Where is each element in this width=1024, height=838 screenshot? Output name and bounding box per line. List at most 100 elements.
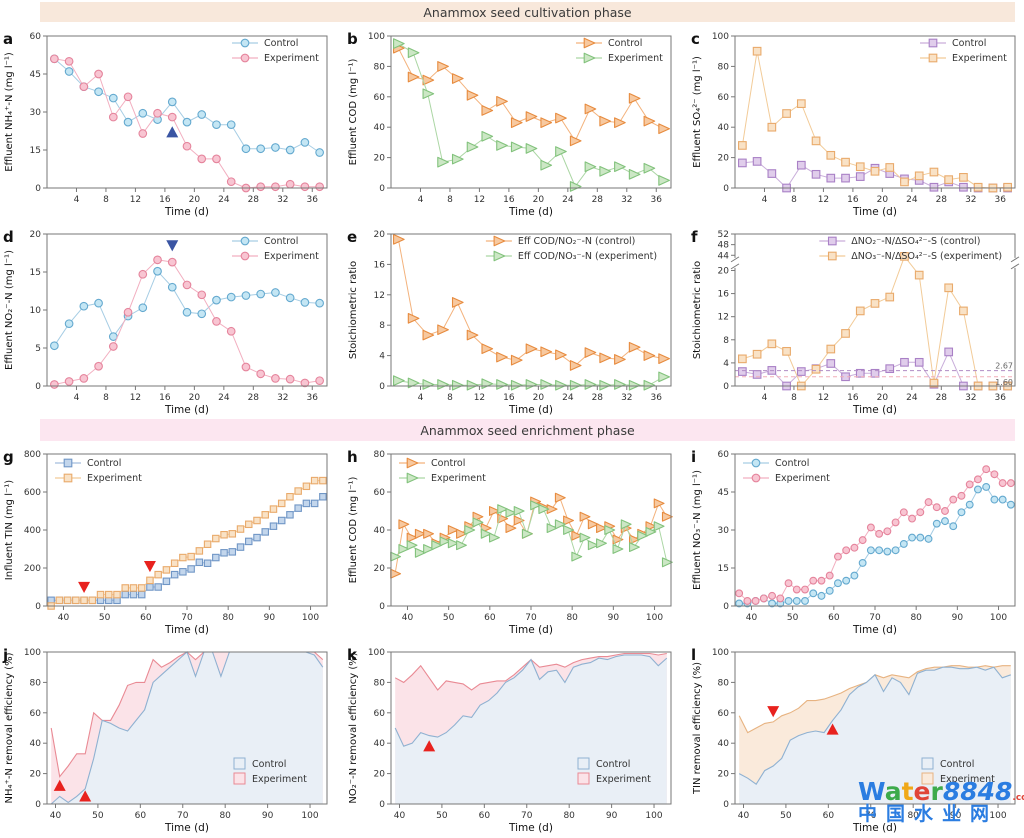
svg-text:60: 60 <box>823 811 835 821</box>
panel-c: c 4 8 12 16 20 24 28 32 36 0 20 40 60 80 100 Time (d) Eff… <box>689 28 1024 220</box>
svg-text:1.60: 1.60 <box>995 378 1013 387</box>
chart-g: g 40 50 60 70 80 90 100 0 200 400 600 800 Time (d) Inf… <box>3 448 328 636</box>
svg-text:Control: Control <box>87 458 121 469</box>
panel-g: g 40 50 60 70 80 90 100 0 200 400 600 800 Time (d) Inf… <box>1 446 337 638</box>
svg-text:100: 100 <box>990 613 1007 623</box>
svg-text:36: 36 <box>307 393 319 403</box>
phase-banner-enrichment-label: Anammox seed enrichment phase <box>420 422 635 438</box>
svg-text:0: 0 <box>723 382 729 392</box>
svg-text:8: 8 <box>103 393 109 403</box>
phase-banner-enrichment: Anammox seed enrichment phase <box>40 419 1015 441</box>
svg-text:8: 8 <box>791 393 797 403</box>
svg-text:60: 60 <box>140 613 152 623</box>
svg-text:12: 12 <box>130 195 141 205</box>
svg-text:Experiment: Experiment <box>596 774 651 785</box>
svg-text:Eff COD/NO₃⁻-N (experiment): Eff COD/NO₃⁻-N (experiment) <box>518 251 657 262</box>
svg-text:50: 50 <box>787 613 799 623</box>
svg-text:c: c <box>691 30 700 48</box>
svg-text:60: 60 <box>30 32 42 42</box>
svg-text:50: 50 <box>436 811 448 821</box>
svg-text:0: 0 <box>379 382 385 392</box>
svg-text:24: 24 <box>562 195 574 205</box>
svg-text:20: 20 <box>877 393 889 403</box>
svg-text:100: 100 <box>712 648 729 658</box>
svg-text:Control: Control <box>775 458 809 469</box>
svg-text:60: 60 <box>374 93 386 103</box>
svg-text:32: 32 <box>621 195 632 205</box>
svg-text:36: 36 <box>995 393 1007 403</box>
svg-text:45: 45 <box>30 70 41 80</box>
svg-text:80: 80 <box>374 450 386 460</box>
svg-text:100: 100 <box>368 648 385 658</box>
svg-text:0: 0 <box>379 184 385 194</box>
svg-text:0: 0 <box>723 602 729 612</box>
svg-text:Time (d): Time (d) <box>508 206 553 218</box>
svg-text:4: 4 <box>723 359 729 369</box>
svg-text:Eff COD/NO₂⁻-N (control): Eff COD/NO₂⁻-N (control) <box>518 236 636 247</box>
svg-text:80: 80 <box>222 613 234 623</box>
svg-text:24: 24 <box>906 393 918 403</box>
panel-e: e 4 8 12 16 20 24 28 32 36 0 4 8 12 16 20 Time (d) Stoich… <box>345 226 681 418</box>
svg-text:16: 16 <box>503 393 515 403</box>
svg-text:90: 90 <box>264 613 276 623</box>
svg-text:60: 60 <box>30 709 42 719</box>
svg-text:40: 40 <box>374 526 386 536</box>
svg-text:60: 60 <box>479 811 491 821</box>
svg-text:100: 100 <box>368 32 385 42</box>
svg-text:32: 32 <box>277 393 288 403</box>
svg-text:12: 12 <box>818 393 829 403</box>
svg-text:24: 24 <box>218 393 230 403</box>
svg-text:50: 50 <box>780 811 792 821</box>
svg-text:20: 20 <box>533 195 545 205</box>
svg-text:16: 16 <box>847 195 859 205</box>
svg-text:32: 32 <box>965 195 976 205</box>
panel-h: h 40 50 60 70 80 90 100 0 20 40 60 80 Time (d) Effluen… <box>345 446 681 638</box>
svg-text:0: 0 <box>35 382 41 392</box>
svg-text:40: 40 <box>50 811 62 821</box>
chart-row-4: j 40 50 60 70 80 90 100 0 20 40 60 80 100 Time (d) NH₄⁺… <box>1 644 1024 836</box>
svg-text:80: 80 <box>718 678 730 688</box>
svg-text:90: 90 <box>606 811 618 821</box>
svg-text:8: 8 <box>791 195 797 205</box>
svg-text:Time (d): Time (d) <box>852 624 897 636</box>
svg-text:20: 20 <box>374 564 386 574</box>
svg-text:2.67: 2.67 <box>995 362 1013 371</box>
svg-text:32: 32 <box>621 393 632 403</box>
chart-b: b 4 8 12 16 20 24 28 32 36 0 20 40 60 80 100 Time (d) Eff… <box>347 30 672 218</box>
svg-text:200: 200 <box>24 564 41 574</box>
svg-text:28: 28 <box>248 195 260 205</box>
phase-banner-cultivation-label: Anammox seed cultivation phase <box>423 4 632 20</box>
svg-text:l: l <box>691 646 696 664</box>
svg-text:600: 600 <box>24 488 41 498</box>
svg-text:4: 4 <box>762 195 768 205</box>
svg-text:Time (d): Time (d) <box>164 206 209 218</box>
svg-text:20: 20 <box>30 230 42 240</box>
svg-text:5: 5 <box>35 344 41 354</box>
chart-a: a 4 8 12 16 20 24 28 32 36 0 15 30 45 60 Time (d) Efflue… <box>3 30 328 218</box>
svg-text:36: 36 <box>651 195 663 205</box>
svg-text:Time (d): Time (d) <box>508 822 553 834</box>
svg-text:Effluent COD (mg l⁻¹): Effluent COD (mg l⁻¹) <box>348 59 359 166</box>
svg-text:0: 0 <box>723 800 729 810</box>
svg-text:16: 16 <box>847 393 859 403</box>
svg-text:70: 70 <box>525 613 537 623</box>
svg-text:60: 60 <box>374 709 386 719</box>
svg-text:h: h <box>347 448 358 466</box>
svg-text:Effluent COD (mg l⁻¹): Effluent COD (mg l⁻¹) <box>348 477 359 584</box>
svg-text:60: 60 <box>718 709 730 719</box>
svg-text:8: 8 <box>447 393 453 403</box>
svg-text:Experiment: Experiment <box>87 473 142 484</box>
svg-text:20: 20 <box>374 154 386 164</box>
svg-text:Effluent NO₃⁻-N (mg l⁻¹): Effluent NO₃⁻-N (mg l⁻¹) <box>692 470 703 590</box>
chart-h: h 40 50 60 70 80 90 100 0 20 40 60 80 Time (d) Effluen… <box>347 448 673 636</box>
svg-text:20: 20 <box>718 154 730 164</box>
svg-text:Experiment: Experiment <box>264 53 319 64</box>
svg-text:Control: Control <box>252 759 286 770</box>
svg-text:60: 60 <box>135 811 147 821</box>
svg-text:Control: Control <box>608 38 642 49</box>
svg-text:e: e <box>347 228 357 246</box>
svg-text:400: 400 <box>24 526 41 536</box>
svg-text:8: 8 <box>723 336 729 346</box>
svg-text:100: 100 <box>302 613 319 623</box>
